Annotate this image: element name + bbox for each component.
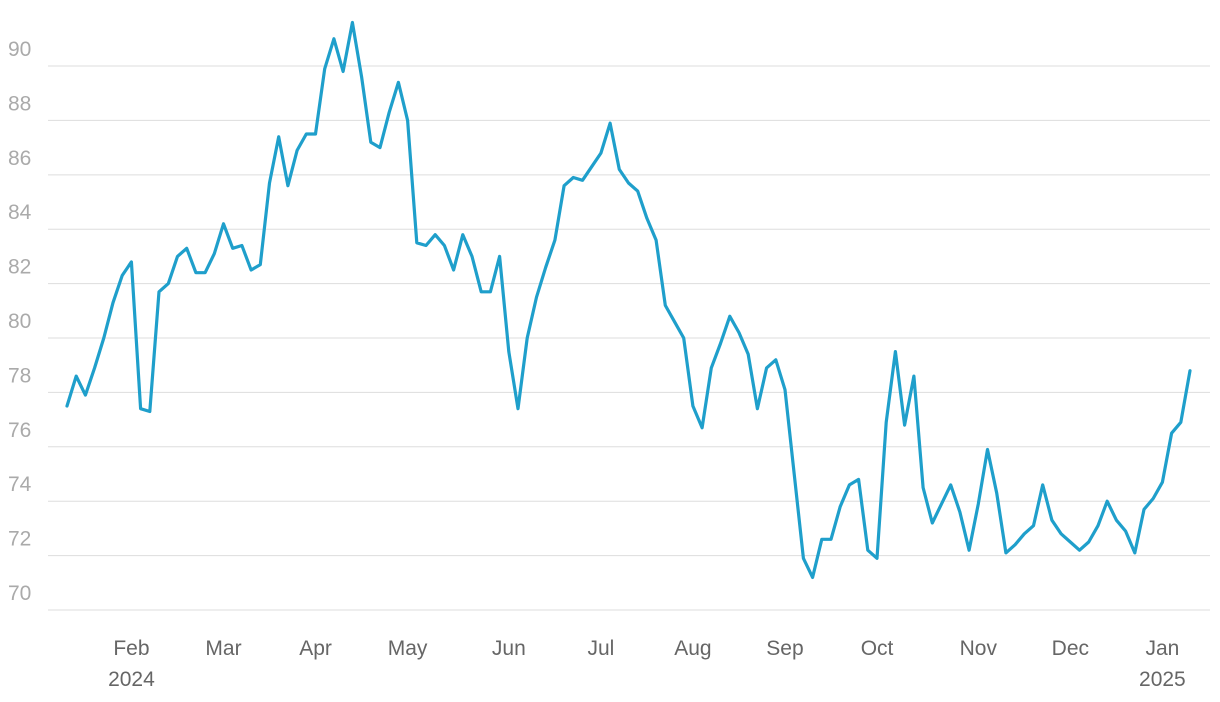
x-tick-label: Oct bbox=[861, 637, 894, 660]
x-tick-label: Dec bbox=[1052, 637, 1089, 660]
x-tick-label: Jun bbox=[492, 637, 526, 660]
y-tick-label: 74 bbox=[8, 473, 32, 496]
x-tick-label: May bbox=[388, 637, 428, 660]
y-tick-label: 90 bbox=[8, 38, 31, 61]
x-tick-label: Sep bbox=[766, 637, 803, 660]
line-series bbox=[65, 20, 1192, 579]
y-tick-label: 70 bbox=[8, 582, 31, 605]
y-tick-label: 78 bbox=[8, 364, 31, 387]
y-tick-label: 82 bbox=[8, 256, 31, 279]
y-tick-label: 84 bbox=[8, 201, 32, 224]
y-tick-label: 88 bbox=[8, 92, 31, 115]
x-tick-label: Jan 2025 bbox=[1139, 637, 1186, 691]
x-tick-label: Aug bbox=[674, 637, 711, 660]
y-tick-label: 76 bbox=[8, 419, 31, 442]
x-tick-label: Apr bbox=[299, 637, 332, 660]
x-tick-label: Mar bbox=[205, 637, 241, 660]
x-tick-label: Nov bbox=[960, 637, 998, 660]
y-tick-label: 72 bbox=[8, 528, 31, 551]
x-tick-label: Jul bbox=[587, 637, 614, 660]
y-tick-label: 86 bbox=[8, 147, 31, 170]
y-tick-label: 80 bbox=[8, 310, 31, 333]
x-tick-label: Feb 2024 bbox=[108, 637, 155, 691]
